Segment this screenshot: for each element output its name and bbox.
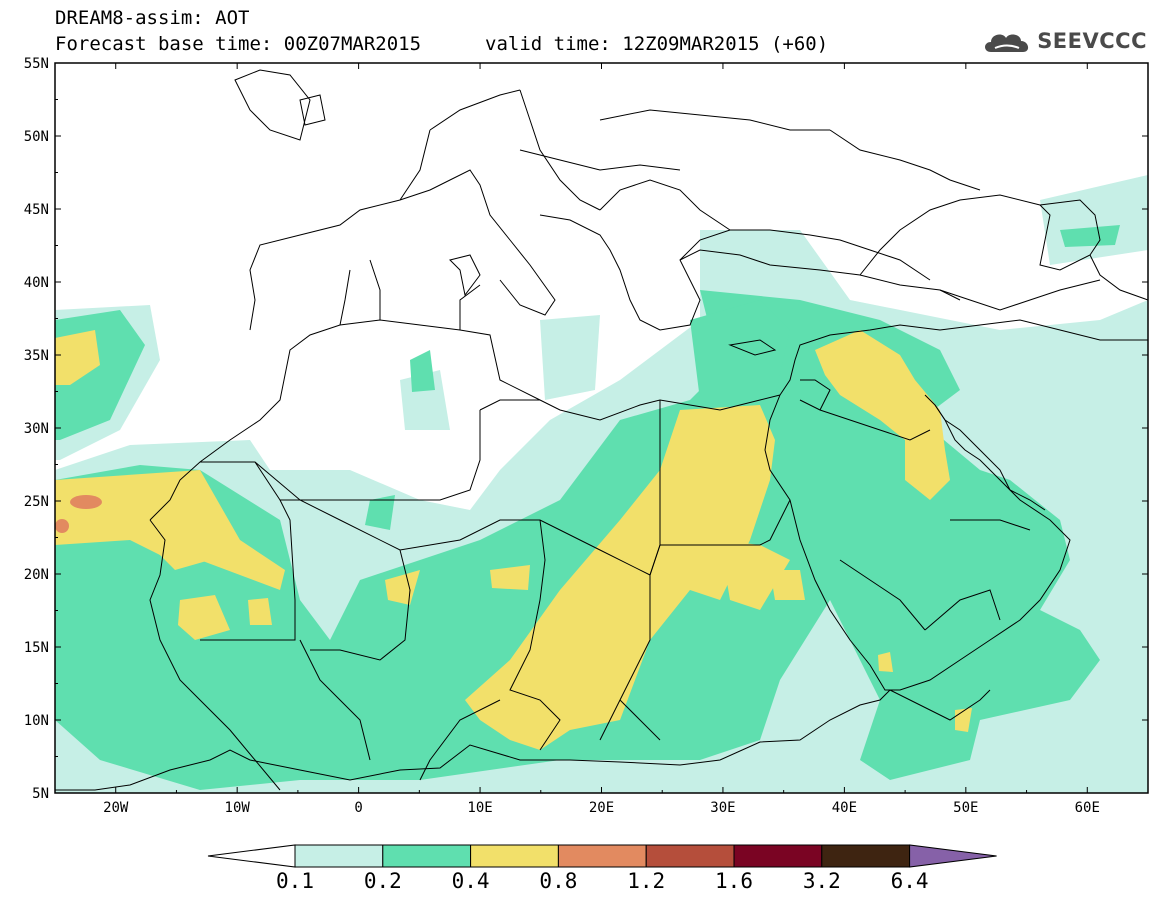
lon-label: 30E bbox=[710, 800, 735, 816]
longitude-axis: 20W 10W 0 10E 20E 30E 40E 50E 60E bbox=[54, 63, 1149, 816]
latitude-axis: 55N 50N 45N 40N 35N 30N 25N 20N 15N 10N 5N bbox=[24, 56, 1148, 802]
lat-label: 55N bbox=[24, 56, 49, 72]
lat-label: 30N bbox=[24, 421, 49, 437]
colorbar-swatch bbox=[294, 844, 384, 868]
lon-label: 40E bbox=[832, 800, 857, 816]
lon-label: 60E bbox=[1075, 800, 1100, 816]
colorbar-label: 6.4 bbox=[891, 869, 929, 893]
lat-label: 45N bbox=[24, 202, 49, 218]
forecast-base-time: Forecast base time: 00Z07MAR2015 bbox=[55, 33, 422, 55]
colorbar-label: 0.8 bbox=[539, 869, 577, 893]
lon-label: 20W bbox=[103, 800, 129, 816]
lat-label: 15N bbox=[24, 640, 49, 656]
lat-label: 10N bbox=[24, 713, 49, 729]
colorbar-swatch bbox=[733, 844, 823, 868]
colorbar-label: 1.2 bbox=[627, 869, 665, 893]
colorbar-swatch bbox=[645, 844, 735, 868]
colorbar-upper-triangle bbox=[909, 844, 997, 868]
valid-time: valid time: 12Z09MAR2015 (+60) bbox=[485, 33, 829, 55]
seevccc-logo: SEEVCCC bbox=[981, 28, 1147, 54]
lat-label: 20N bbox=[24, 567, 49, 583]
brand-name: SEEVCCC bbox=[1037, 29, 1147, 53]
colorbar-swatch bbox=[382, 844, 472, 868]
map-title: DREAM8-assim: AOT bbox=[55, 7, 250, 29]
colorbar-label: 1.6 bbox=[715, 869, 753, 893]
lat-label: 50N bbox=[24, 129, 49, 145]
lon-label: 10E bbox=[467, 800, 492, 816]
lon-label: 50E bbox=[953, 800, 978, 816]
lat-label: 5N bbox=[32, 786, 49, 802]
lat-label: 40N bbox=[24, 275, 49, 291]
colorbar-swatch bbox=[821, 844, 911, 868]
aot-field bbox=[55, 63, 1148, 793]
lon-label: 20E bbox=[589, 800, 614, 816]
colorbar-swatch bbox=[470, 844, 559, 868]
lat-label: 25N bbox=[24, 494, 49, 510]
cloud-icon bbox=[985, 34, 1029, 52]
coastlines bbox=[55, 69, 1148, 791]
aot-band-0.4-0.8 bbox=[55, 330, 972, 750]
colorbar-label: 0.2 bbox=[364, 869, 402, 893]
lon-label: 10W bbox=[225, 800, 251, 816]
colorbar: 0.1 0.2 0.4 0.8 1.2 1.6 3.2 6.4 bbox=[207, 844, 997, 893]
colorbar-lower-triangle bbox=[207, 844, 296, 868]
lon-label: 0 bbox=[354, 800, 362, 816]
colorbar-swatch bbox=[557, 844, 647, 868]
aot-band-0.8-1.2 bbox=[55, 495, 102, 533]
lat-label: 35N bbox=[24, 348, 49, 364]
colorbar-label: 0.4 bbox=[452, 869, 490, 893]
colorbar-label: 0.1 bbox=[276, 869, 314, 893]
country-borders bbox=[200, 89, 1148, 781]
colorbar-label: 3.2 bbox=[803, 869, 841, 893]
